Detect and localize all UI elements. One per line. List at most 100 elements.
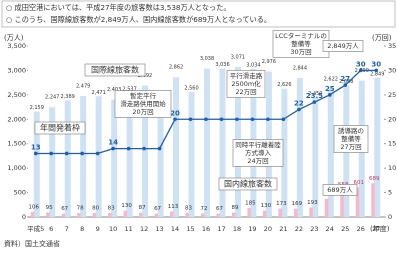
value-label: 30 [371, 60, 381, 68]
value-label: 601 [354, 180, 365, 186]
value-label: 3,034 [246, 62, 260, 68]
marker [111, 146, 115, 151]
annotation: 689万人 [327, 186, 353, 194]
y2-tick-label: 25 [388, 91, 396, 99]
annotation-box [272, 30, 330, 58]
value-label: 25 [325, 85, 335, 93]
note: ○ このうち、国際線旅客数が2,849万人、国内線旅客数が689万人となっている… [6, 15, 271, 24]
value-label: 67 [61, 206, 68, 212]
note-box [1, 0, 396, 28]
value-label: 83 [108, 205, 115, 211]
y2-tick-label: 5 [388, 189, 392, 197]
value-label: 2,159 [30, 105, 44, 111]
bar [281, 88, 288, 217]
x-tick-label: 18 [233, 225, 241, 233]
bar [123, 210, 128, 217]
annotation: 誘導路の [338, 126, 364, 135]
value-label: 113 [168, 204, 179, 210]
bar [324, 198, 329, 217]
bar [95, 96, 102, 217]
value-label: 2,479 [76, 83, 90, 89]
bar [30, 211, 35, 217]
series-label: 年間発着枠 [40, 123, 80, 133]
x-tick-label: 22 [295, 225, 303, 233]
x-tick-label: 23 [310, 225, 318, 233]
marker [250, 117, 255, 122]
bar [327, 88, 334, 217]
x-tick-label: 10 [109, 225, 117, 233]
value-label: 20 [170, 109, 180, 117]
value-label: 14 [108, 139, 118, 147]
bar [142, 85, 149, 218]
y2-tick-label: 0 [388, 213, 392, 221]
value-label: 22 [294, 100, 304, 108]
annotation: 2500m化 [231, 79, 261, 88]
marker [80, 151, 84, 156]
marker [219, 117, 224, 122]
annotation: 同時平行離着陸 [235, 140, 281, 149]
marker [266, 117, 270, 122]
marker [204, 117, 208, 122]
marker [64, 151, 69, 156]
x-tick-label: 11 [124, 225, 132, 233]
y2-tick-label: 15 [388, 140, 396, 148]
x-tick-label: 9 [96, 225, 100, 233]
value-label: 80 [92, 206, 99, 212]
x-tick-label: 15 [186, 225, 194, 233]
value-label: 67 [154, 206, 161, 212]
y-tick-label: 2,500 [7, 91, 26, 99]
value-label: 2,862 [169, 65, 183, 71]
bar [262, 210, 267, 217]
y-tick-label: 1,500 [7, 140, 26, 148]
x-tick-label: 19 [248, 225, 256, 233]
marker [235, 117, 239, 122]
bar [312, 97, 319, 217]
bar [157, 103, 164, 217]
marker [297, 107, 301, 112]
value-label: 3,038 [200, 56, 214, 62]
value-label: 2,626 [277, 82, 291, 88]
annotation-box [322, 40, 364, 52]
marker [49, 151, 54, 156]
value-label: 173 [276, 201, 287, 207]
bar [374, 77, 381, 217]
value-label: 2,688 [339, 79, 353, 85]
bar [49, 107, 56, 217]
annotation-box [114, 90, 172, 118]
value-label: 2,537 [122, 87, 136, 93]
marker [188, 117, 193, 122]
x-tick-label: 14 [171, 225, 179, 233]
bar [185, 212, 190, 217]
annotation: LCCターミナルの [275, 31, 327, 40]
bar [296, 78, 303, 217]
bar [340, 189, 344, 217]
value-label: 13 [31, 143, 41, 151]
value-label: 3,036 [215, 62, 229, 68]
marker [343, 83, 348, 87]
marker [312, 100, 317, 104]
x-tick-label: 25 [341, 225, 349, 233]
value-label: 27 [340, 75, 350, 83]
bar [216, 213, 220, 217]
marker [374, 68, 379, 73]
value-label: 72 [201, 206, 208, 212]
x-axis-label: (年度) [370, 224, 390, 233]
y2-axis-label: (万回) [372, 34, 392, 42]
value-label: 2,450 [308, 91, 322, 97]
label-box [218, 177, 278, 191]
note: ○ 成田空港においては、平成27年度の旅客数は3,538万人となった。 [6, 3, 231, 12]
bar [355, 187, 360, 217]
annotation: 2,849万人 [327, 42, 359, 50]
x-tick-label: 17 [217, 225, 225, 233]
value-label: 23.5 [306, 92, 323, 100]
y-axis-label: (万人) [4, 34, 24, 42]
label-box [84, 63, 146, 77]
bar [293, 208, 298, 217]
annotation: 20万回 [132, 108, 153, 116]
value-label: 2,247 [45, 95, 59, 101]
value-label: 95 [46, 205, 53, 211]
annotation: 方式導入 [245, 148, 272, 157]
annotation-box [322, 184, 358, 196]
value-label: 130 [261, 203, 272, 209]
bar [201, 213, 205, 217]
